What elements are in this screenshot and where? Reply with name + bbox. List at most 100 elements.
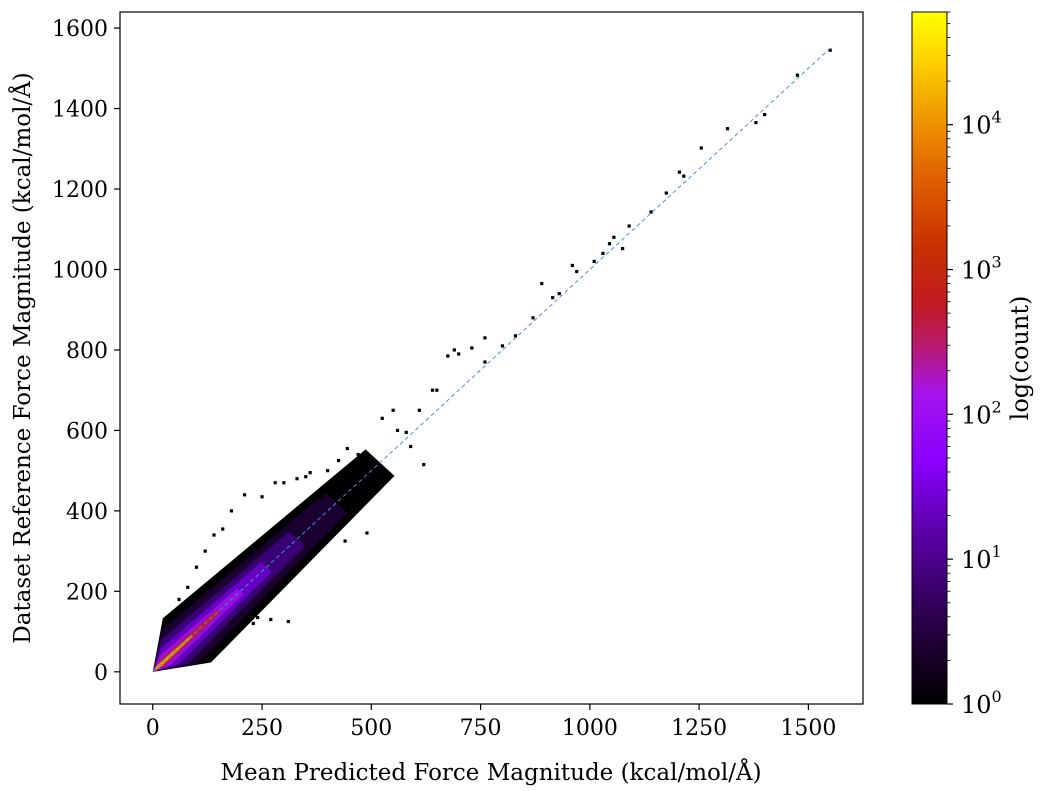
hexbin-point (409, 444, 413, 449)
hexbin-point (295, 477, 299, 481)
hexbin-point (273, 481, 277, 485)
hexbin-point (343, 539, 347, 543)
x-tick-label: 500 (350, 716, 392, 741)
hexbin-point (649, 210, 653, 214)
hexbin-point (251, 621, 255, 626)
x-tick-label: 1000 (562, 716, 618, 741)
hexbin-point (238, 611, 242, 616)
colorbar-tick-label: 104 (961, 108, 1002, 140)
y-tick-label: 600 (66, 419, 108, 444)
hexbin-point (612, 235, 616, 239)
x-tick-label: 250 (241, 716, 283, 741)
hexbin-point (601, 251, 605, 255)
y-tick-label: 200 (66, 580, 108, 605)
hexbin-point (365, 531, 369, 535)
colorbar-gradient (911, 11, 948, 705)
hexbin-point (203, 549, 207, 553)
colorbar-tick-label: 103 (961, 253, 1002, 285)
hexbin-point (304, 475, 308, 479)
hexbin-point (334, 481, 338, 485)
hexbin-point (336, 458, 341, 463)
hexbin-point (229, 619, 234, 624)
density-band-6 (152, 634, 193, 672)
hexbin-point (699, 146, 703, 150)
hexbin-point (404, 430, 408, 435)
hexbin-point (677, 170, 682, 174)
hexbin-point (345, 446, 349, 451)
hexbin-point (531, 316, 535, 320)
hexbin-point (754, 121, 758, 125)
hexbin-point (452, 348, 456, 352)
y-tick-label: 0 (94, 661, 108, 686)
colorbar-tick-label: 101 (961, 542, 1002, 574)
colorbar: 100 101 102 103 104 log(count) (911, 11, 1034, 719)
hexbin-point (352, 469, 356, 473)
hexbin-point (513, 334, 518, 338)
hexbin-point (356, 452, 360, 457)
hexbin-point (186, 585, 190, 589)
hexbin-point (592, 259, 596, 264)
hexbin-point (422, 463, 426, 467)
hexbin-point (682, 174, 686, 178)
y-axis: 0 200 400 600 800 1000 1200 1400 1600 (52, 17, 120, 686)
x-tick-label: 1500 (780, 716, 836, 741)
hexbin-point (269, 617, 273, 622)
hexbin-point (221, 646, 225, 650)
plot-area (152, 45, 833, 673)
colorbar-ticks: 100 101 102 103 104 (947, 11, 1002, 719)
colorbar-tick-label: 102 (961, 397, 1002, 429)
hexbin-point (308, 471, 312, 475)
hexbin-point (435, 388, 439, 392)
x-tick-label: 1250 (671, 716, 727, 741)
x-axis: 0 250 500 750 1000 1250 1500 (146, 704, 836, 741)
hexbin-point (483, 360, 487, 364)
hexbin-point (417, 408, 421, 412)
hexbin-point (575, 269, 579, 274)
x-axis-label: Mean Predicted Force Magnitude (kcal/mol… (220, 758, 761, 786)
plot-frame (119, 11, 864, 705)
hexbin-point (607, 242, 612, 246)
reference-line (152, 45, 833, 673)
hexbin-point (828, 48, 832, 52)
hexbin-point (326, 469, 330, 473)
hexbin-point (551, 296, 555, 300)
hexbin-point (446, 354, 450, 358)
hexbin-point (260, 495, 264, 499)
hexbin-point (540, 281, 544, 286)
hexbin-point (500, 344, 505, 348)
hexbin-point (570, 263, 574, 268)
y-tick-label: 1600 (52, 17, 108, 42)
hexbin-point (483, 336, 487, 340)
hexbin-point (360, 481, 365, 485)
hexbin-point (256, 615, 260, 620)
y-tick-label: 1400 (52, 98, 108, 123)
hexbin-point (221, 527, 225, 531)
hexbin-point (725, 127, 730, 131)
hexbin-point (795, 73, 800, 77)
y-tick-label: 1000 (52, 258, 108, 283)
hexbin-point (627, 224, 631, 228)
colorbar-label: log(count) (1006, 296, 1034, 421)
hexbin-point (763, 112, 767, 117)
hexbin-point (621, 246, 625, 251)
colorbar-tick-label: 100 (961, 687, 1002, 719)
hexbin-point (470, 346, 474, 350)
hexbin-point (194, 565, 199, 569)
hexbin-point (299, 505, 303, 509)
hexbin-point (286, 619, 290, 624)
hexbin-point (430, 388, 435, 392)
hexbin-point (207, 652, 212, 656)
hexbin-point (664, 191, 668, 195)
hexbin-point (457, 352, 461, 356)
hexbin-point (395, 428, 400, 433)
hexbin-point (369, 461, 373, 465)
hexbin-point (391, 408, 395, 412)
hexbin-point (557, 292, 561, 296)
hexbin-point (212, 533, 216, 537)
hexbin-point (380, 416, 384, 420)
x-tick-label: 750 (460, 716, 502, 741)
hexbin-point (319, 497, 323, 501)
hexbin-point (225, 634, 229, 638)
hexbin-point (242, 493, 247, 497)
